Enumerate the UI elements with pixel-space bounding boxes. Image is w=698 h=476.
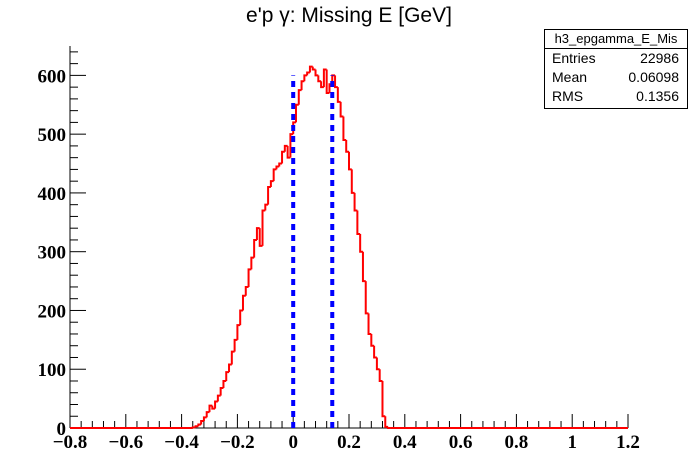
histogram-bin — [250, 256, 255, 270]
histogram-bin — [300, 80, 305, 91]
x-tick-label: −0.4 — [164, 432, 199, 453]
x-tick-label: −0.8 — [53, 432, 88, 453]
histogram-bin — [247, 268, 252, 287]
histogram-bin — [205, 411, 210, 418]
histogram-bin — [303, 74, 308, 82]
stats-box: h3_epgamma_E_Mis Entries 22986 Mean 0.06… — [544, 29, 688, 109]
stats-label: Entries — [552, 50, 596, 66]
histogram-bin — [370, 333, 375, 347]
chart-title: e'p γ: Missing E [GeV] — [246, 4, 452, 27]
stats-value: 22986 — [640, 50, 679, 66]
x-tick-label: 1.2 — [616, 432, 640, 453]
histogram-bin — [364, 281, 369, 315]
histogram-bin — [353, 192, 358, 212]
histogram-bin — [314, 69, 319, 77]
histogram-bin — [359, 234, 363, 253]
stats-row-mean: Mean 0.06098 — [545, 68, 687, 87]
histogram-bin — [194, 425, 199, 428]
histogram-bin — [384, 416, 389, 428]
histogram-bin — [306, 71, 310, 76]
histogram-bin — [361, 251, 366, 283]
histogram-layer — [70, 65, 628, 429]
histogram-bin — [191, 426, 196, 429]
histogram-bin — [345, 140, 349, 153]
histogram-bin — [387, 426, 391, 429]
stats-label: Mean — [552, 69, 588, 85]
cut-lines-layer — [291, 75, 335, 428]
histogram-bin — [202, 416, 207, 421]
x-axis: −0.8 −0.6 −0.4 −0.2 0 0.2 0.4 0.6 0.8 1 1.2 — [53, 414, 640, 453]
stats-histogram-name: h3_epgamma_E_Mis — [545, 30, 687, 49]
histogram-bin — [264, 203, 269, 211]
histogram-bin — [241, 294, 246, 311]
histogram-bin — [297, 89, 302, 105]
histogram-bin — [244, 285, 249, 296]
histogram-bin — [214, 400, 218, 409]
histogram-bin — [381, 380, 386, 418]
x-tick-label: 1 — [567, 432, 577, 453]
histogram-bin — [230, 350, 235, 365]
histogram-bin — [222, 379, 227, 389]
histogram-bin — [342, 116, 347, 142]
histogram-bin — [339, 101, 344, 118]
y-tick-label: 500 — [38, 125, 67, 146]
histogram-bin — [228, 363, 232, 373]
stats-label: RMS — [552, 88, 584, 104]
x-tick-label: 0.2 — [337, 432, 361, 453]
histogram-bin — [200, 419, 204, 425]
x-tick-label: 0.8 — [505, 432, 529, 453]
histogram-bin — [236, 324, 241, 340]
histogram-bin — [278, 162, 283, 167]
histogram-bin — [281, 150, 285, 164]
histogram-bin — [272, 168, 277, 182]
histogram-bin — [239, 309, 243, 326]
x-tick-label: 0.6 — [449, 432, 473, 453]
histogram-bin — [373, 345, 377, 359]
histogram-bin — [216, 394, 221, 402]
y-tick-label: 300 — [38, 243, 67, 264]
stats-row-entries: Entries 22986 — [545, 49, 687, 68]
y-axis: 0 100 200 300 400 500 600 — [38, 46, 86, 440]
histogram-bin — [269, 180, 274, 188]
stats-value: 0.1356 — [636, 88, 679, 104]
histogram-bin — [294, 103, 299, 123]
histogram-bin — [289, 133, 294, 158]
histogram-bin — [375, 357, 380, 371]
histogram-bin — [311, 66, 316, 71]
histogram-bin — [336, 87, 341, 103]
stats-row-rms: RMS 0.1356 — [545, 87, 687, 106]
histogram-bin — [233, 338, 238, 352]
histogram-bin — [334, 75, 338, 89]
histogram-bin — [350, 169, 355, 194]
histogram-bin — [261, 209, 266, 246]
x-tick-label: 0.4 — [393, 432, 417, 453]
histogram-bin — [317, 75, 322, 83]
x-tick-label: 0 — [288, 432, 298, 453]
histogram-bin — [367, 313, 372, 335]
histogram-bin — [286, 145, 291, 159]
y-tick-label: 200 — [38, 301, 67, 322]
histogram-bin — [267, 186, 271, 205]
histogram-bin — [325, 69, 330, 95]
histogram-bin — [225, 371, 230, 381]
y-tick-label: 100 — [38, 360, 67, 381]
histogram-bin — [320, 81, 324, 89]
y-tick-label: 400 — [38, 184, 67, 205]
histogram-bin — [356, 210, 361, 236]
histogram-bin — [348, 151, 352, 171]
histogram-bin — [308, 65, 313, 73]
x-tick-label: −0.6 — [109, 432, 144, 453]
histogram-bin — [275, 165, 280, 170]
y-tick-label: 0 — [57, 419, 67, 440]
histogram-bin — [378, 369, 383, 382]
stats-value: 0.06098 — [628, 69, 679, 85]
histogram-bin — [197, 423, 202, 427]
histogram-bin — [253, 238, 257, 258]
y-tick-label: 600 — [38, 66, 67, 87]
x-tick-label: −0.2 — [220, 432, 255, 453]
histogram-bin — [219, 387, 224, 396]
